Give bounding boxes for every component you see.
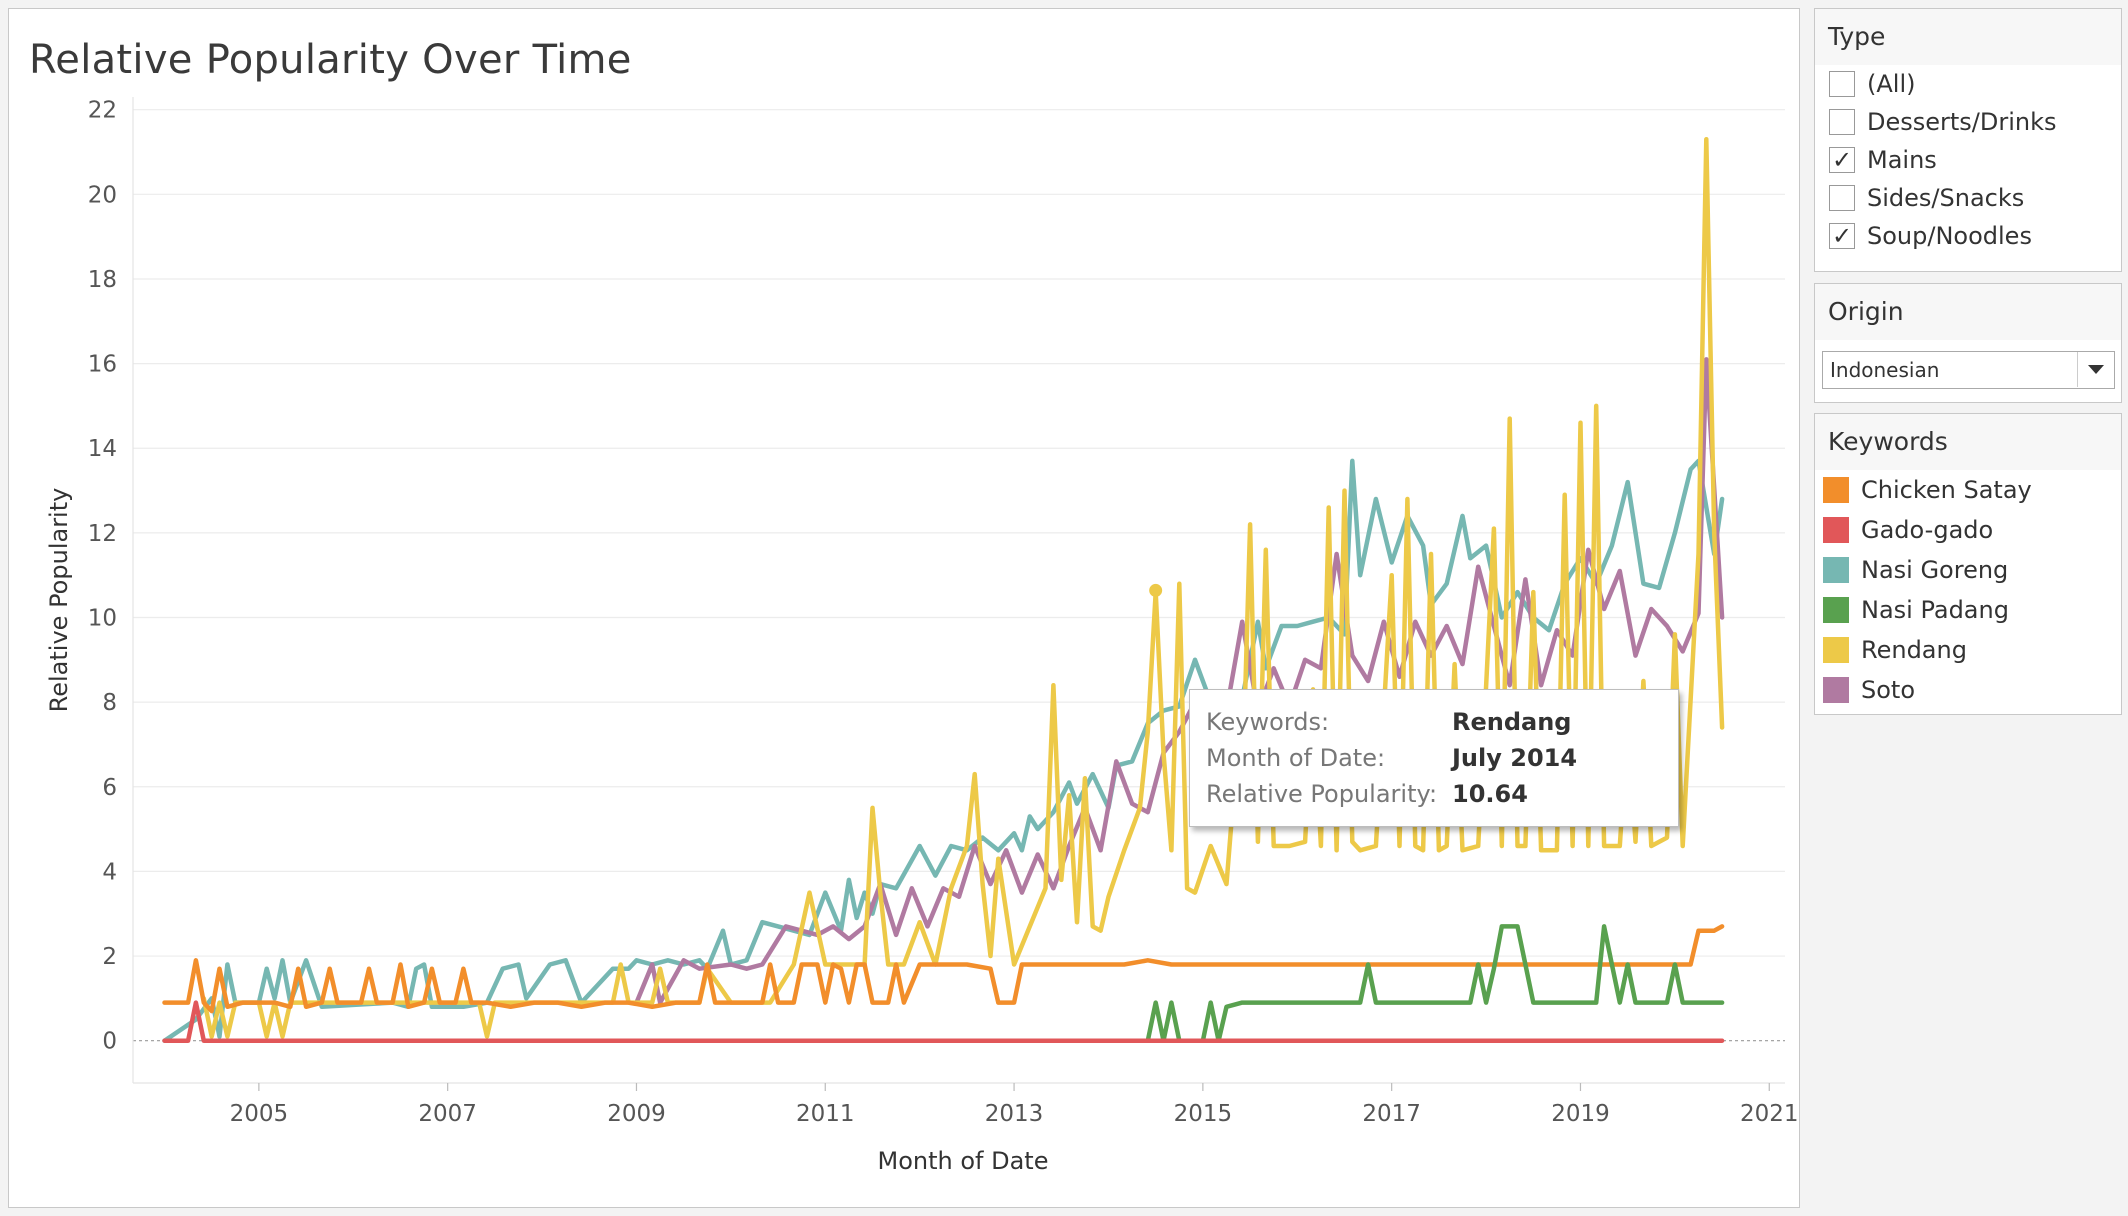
tick-labels: 0 2 4 6 8 10 12 14 16 18 20 22 2005 2007 2009 2011 2013 2… bbox=[45, 98, 1799, 1175]
origin-filter-panel: Origin Indonesian bbox=[1814, 283, 2122, 403]
legend-label: Rendang bbox=[1861, 636, 1967, 664]
dropdown-button[interactable] bbox=[2077, 352, 2114, 387]
tooltip-popularity-label: Relative Popularity: bbox=[1206, 780, 1438, 808]
type-filter-option[interactable]: Sides/Snacks bbox=[1815, 179, 2121, 217]
origin-filter-title: Origin bbox=[1815, 284, 2121, 340]
legend-label: Nasi Padang bbox=[1861, 596, 2009, 624]
series-lines bbox=[162, 137, 1725, 1043]
series-line-nasi-goreng bbox=[162, 458, 1725, 1043]
y-tick-label: 4 bbox=[102, 859, 117, 885]
type-filter-option-label: (All) bbox=[1867, 70, 1916, 98]
tooltip-row-keywords: Keywords: Rendang bbox=[1206, 708, 1571, 736]
type-filter-option-label: Desserts/Drinks bbox=[1867, 108, 2057, 136]
x-tick-label: 2009 bbox=[607, 1101, 666, 1127]
legend-title: Keywords bbox=[1815, 414, 2121, 470]
type-filter-panel: Type (All) Desserts/Drinks ✓ Mains Sides/Sna… bbox=[1814, 8, 2122, 272]
checkbox-unchecked[interactable] bbox=[1829, 109, 1855, 135]
highlight-point bbox=[1149, 583, 1163, 597]
legend-item[interactable]: Nasi Goreng bbox=[1815, 550, 2121, 590]
y-tick-label: 0 bbox=[102, 1029, 117, 1055]
x-axis-title: Month of Date bbox=[878, 1147, 1049, 1175]
y-tick-label: 2 bbox=[102, 944, 117, 970]
y-tick-label: 6 bbox=[102, 775, 117, 801]
checkbox-unchecked[interactable] bbox=[1829, 185, 1855, 211]
checkmark-icon: ✓ bbox=[1831, 222, 1853, 250]
y-tick-label: 10 bbox=[88, 606, 117, 632]
y-tick-label: 14 bbox=[88, 436, 117, 462]
type-filter-option[interactable]: ✓ Soup/Noodles bbox=[1815, 217, 2121, 255]
legend-swatch bbox=[1823, 557, 1849, 583]
type-filter-option-label: Sides/Snacks bbox=[1867, 184, 2025, 212]
axes bbox=[132, 97, 1785, 1091]
checkbox-checked[interactable]: ✓ bbox=[1829, 223, 1855, 249]
tooltip-popularity-value: 10.64 bbox=[1452, 780, 1528, 808]
chart-panel: Relative Popularity Over Time 0 2 4 6 8 10 12 1… bbox=[8, 8, 1800, 1208]
chevron-down-icon bbox=[2088, 365, 2104, 374]
type-filter-option[interactable]: (All) bbox=[1815, 65, 2121, 103]
x-tick-label: 2005 bbox=[230, 1101, 289, 1127]
legend-label: Soto bbox=[1861, 676, 1916, 704]
series-line-nasi-padang bbox=[1145, 924, 1725, 1043]
origin-dropdown[interactable]: Indonesian bbox=[1822, 351, 2115, 389]
y-axis-title: Relative Popularity bbox=[45, 488, 73, 713]
y-tick-label: 22 bbox=[88, 98, 117, 124]
legend-item[interactable]: Chicken Satay bbox=[1815, 470, 2121, 510]
type-filter-option-label: Soup/Noodles bbox=[1867, 222, 2032, 250]
origin-selected-value: Indonesian bbox=[1830, 358, 1940, 382]
tooltip-keywords-value: Rendang bbox=[1452, 708, 1572, 736]
legend-item[interactable]: Rendang bbox=[1815, 630, 2121, 670]
legend-item[interactable]: Gado-gado bbox=[1815, 510, 2121, 550]
x-tick-label: 2015 bbox=[1174, 1101, 1233, 1127]
y-tick-label: 20 bbox=[88, 182, 117, 208]
legend-label: Chicken Satay bbox=[1861, 476, 2032, 504]
type-filter-option[interactable]: ✓ Mains bbox=[1815, 141, 2121, 179]
tooltip-keywords-label: Keywords: bbox=[1206, 708, 1330, 736]
legend-item[interactable]: Nasi Padang bbox=[1815, 590, 2121, 630]
gridlines bbox=[133, 109, 1785, 1042]
legend-label: Nasi Goreng bbox=[1861, 556, 2009, 584]
y-tick-label: 18 bbox=[88, 267, 117, 293]
tooltip-row-popularity: Relative Popularity: 10.64 bbox=[1206, 780, 1528, 808]
type-filter-option-label: Mains bbox=[1867, 146, 1937, 174]
legend-swatch bbox=[1823, 597, 1849, 623]
y-tick-label: 12 bbox=[88, 521, 117, 547]
checkbox-unchecked[interactable] bbox=[1829, 71, 1855, 97]
y-tick-label: 16 bbox=[88, 352, 117, 378]
series-line-rendang bbox=[201, 137, 1725, 1039]
checkmark-icon: ✓ bbox=[1831, 146, 1853, 174]
y-tick-label: 8 bbox=[102, 690, 117, 716]
tooltip-month-value: July 2014 bbox=[1452, 744, 1578, 772]
checkbox-checked[interactable]: ✓ bbox=[1829, 147, 1855, 173]
x-tick-label: 2007 bbox=[418, 1101, 477, 1127]
x-tick-label: 2011 bbox=[796, 1101, 855, 1127]
legend-label: Gado-gado bbox=[1861, 516, 1994, 544]
legend-swatch bbox=[1823, 637, 1849, 663]
legend-item[interactable]: Soto bbox=[1815, 670, 2121, 710]
line-chart[interactable]: 0 2 4 6 8 10 12 14 16 18 20 22 2005 2007 2009 2011 2013 2… bbox=[9, 9, 1801, 1209]
chart-title: Relative Popularity Over Time bbox=[29, 37, 632, 83]
x-tick-label: 2017 bbox=[1362, 1101, 1421, 1127]
legend-swatch bbox=[1823, 517, 1849, 543]
legend-swatch bbox=[1823, 677, 1849, 703]
tooltip-row-month: Month of Date: July 2014 bbox=[1206, 744, 1577, 772]
keywords-legend: Keywords Chicken Satay Gado-gado Nasi Gore… bbox=[1814, 413, 2122, 715]
legend-swatch bbox=[1823, 477, 1849, 503]
type-filter-option[interactable]: Desserts/Drinks bbox=[1815, 103, 2121, 141]
type-filter-title: Type bbox=[1815, 9, 2121, 65]
tooltip-month-label: Month of Date: bbox=[1206, 744, 1386, 772]
x-tick-label: 2021 bbox=[1740, 1101, 1799, 1127]
x-tick-label: 2013 bbox=[985, 1101, 1044, 1127]
series-line-chicken-satay bbox=[162, 924, 1725, 1014]
series-line-gado-gado bbox=[162, 1000, 1725, 1043]
x-tick-label: 2019 bbox=[1551, 1101, 1610, 1127]
tooltip: Keywords: Rendang Month of Date: July 20… bbox=[1189, 689, 1679, 827]
